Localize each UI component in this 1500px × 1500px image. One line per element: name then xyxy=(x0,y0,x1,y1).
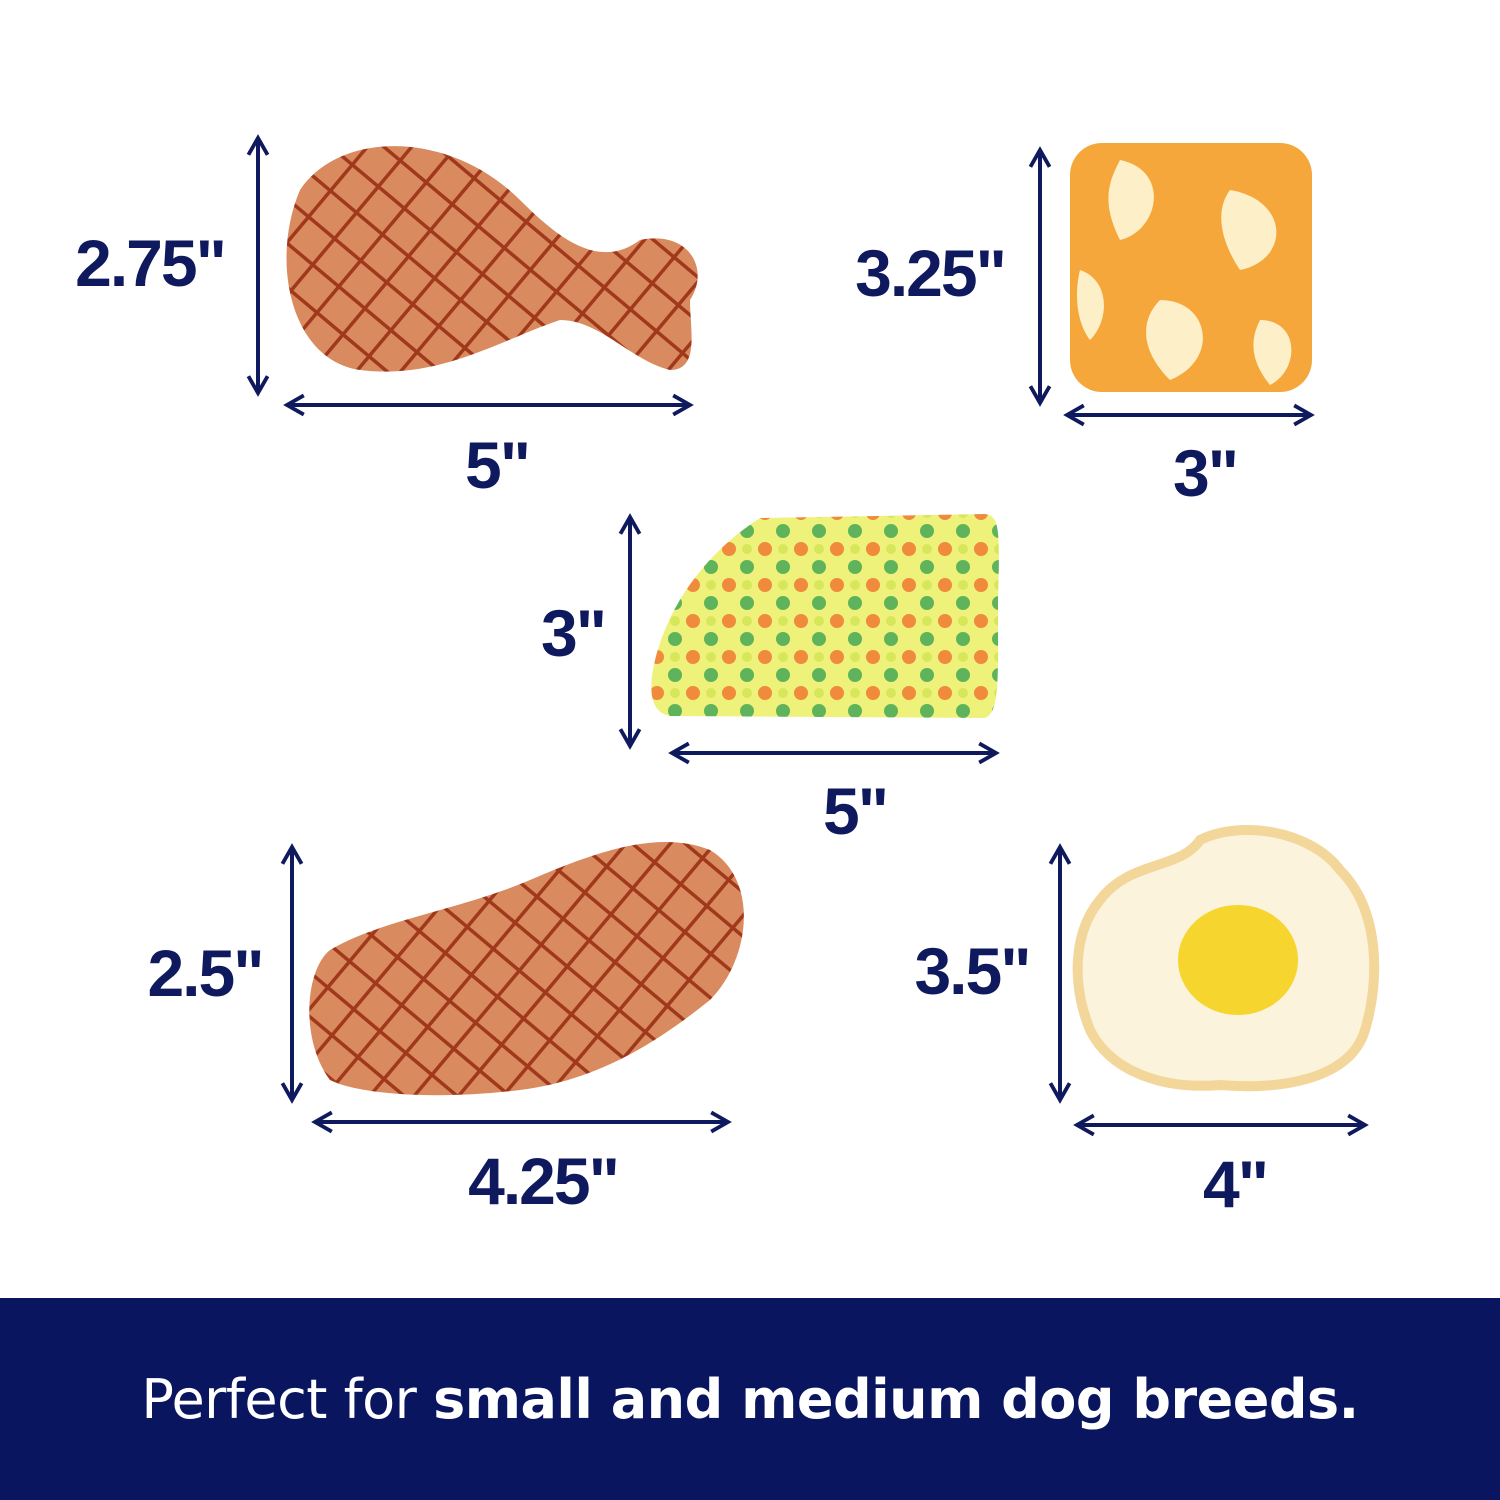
drumstick-height-label: 2.75" xyxy=(75,226,225,300)
banner-bold-text: small and medium dog breeds. xyxy=(433,1367,1359,1431)
drumstick-width-label: 5" xyxy=(465,428,529,502)
cheese-square-toy xyxy=(1070,143,1312,392)
chicken-thigh-toy xyxy=(309,841,744,1096)
breed-size-banner: Perfect for small and medium dog breeds. xyxy=(0,1298,1500,1500)
veggie-wedge-toy xyxy=(651,514,999,718)
thigh-width-label: 4.25" xyxy=(468,1144,618,1218)
banner-prefix: Perfect for xyxy=(141,1367,434,1431)
egg-width-label: 4" xyxy=(1203,1147,1267,1221)
drumstick-toy xyxy=(286,146,698,372)
egg-height-label: 3.5" xyxy=(914,934,1029,1008)
veggie-height-label: 3" xyxy=(541,596,605,670)
banner-text: Perfect for small and medium dog breeds. xyxy=(141,1367,1359,1431)
fried-egg-toy xyxy=(1072,825,1380,1092)
thigh-height-label: 2.5" xyxy=(147,936,262,1010)
cheese-width-label: 3" xyxy=(1173,436,1237,510)
veggie-width-label: 5" xyxy=(823,774,887,848)
toy-dimensions-illustration: 2.75" 5" 3.25" 3" 3" 5" 2.5" 4.25" 3.5" … xyxy=(75,134,1380,1221)
cheese-height-label: 3.25" xyxy=(855,236,1005,310)
